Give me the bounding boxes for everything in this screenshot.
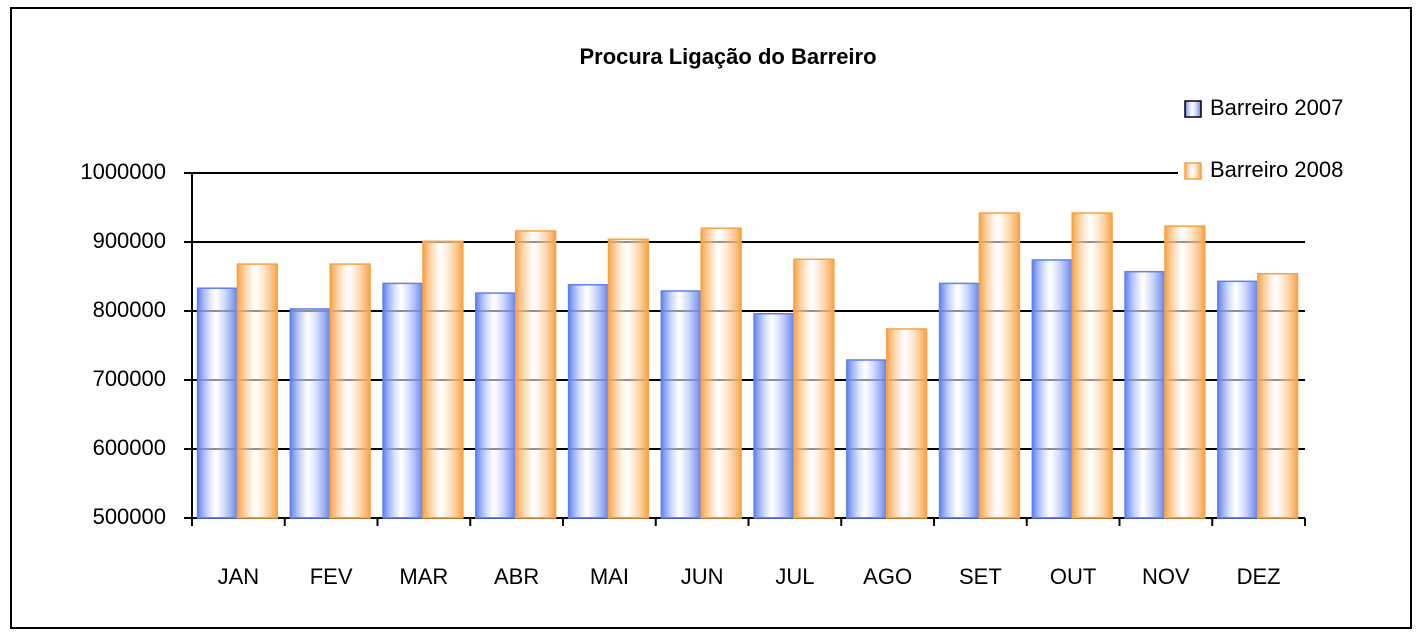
y-tick-label: 800000 [93, 297, 166, 322]
bar [978, 212, 1021, 519]
bar [885, 328, 928, 519]
x-tick-label: FEV [310, 564, 353, 589]
x-tick-label: ABR [494, 564, 539, 589]
bar [700, 227, 742, 519]
legend-swatch [1184, 162, 1202, 180]
x-tick-label: MAI [590, 564, 629, 589]
legend-label: Barreiro 2008 [1210, 157, 1343, 182]
legend-swatch [1184, 100, 1202, 118]
bar [196, 287, 239, 519]
x-tick-label: JUL [775, 564, 814, 589]
y-tick-label: 900000 [93, 228, 166, 253]
bar [607, 238, 650, 519]
x-tick-label: AGO [863, 564, 912, 589]
legend-background [1178, 90, 1406, 195]
bar [1217, 280, 1259, 519]
bar [846, 359, 888, 519]
x-tick-label: SET [959, 564, 1002, 589]
bar [1031, 259, 1073, 519]
x-tick-label: OUT [1050, 564, 1096, 589]
bar [289, 308, 331, 519]
bar [1164, 225, 1206, 519]
chart-title: Procura Ligação do Barreiro [579, 44, 876, 69]
y-tick-label: 1000000 [80, 159, 166, 184]
legend-label: Barreiro 2007 [1210, 95, 1343, 120]
bar [793, 258, 835, 519]
bar [236, 263, 279, 519]
bar [938, 282, 981, 519]
bar [753, 313, 795, 519]
bar [1071, 212, 1113, 519]
bar [422, 240, 464, 519]
x-tick-label: JUN [681, 564, 724, 589]
x-tick-label: MAR [399, 564, 448, 589]
x-tick-label: NOV [1142, 564, 1190, 589]
bar [329, 263, 371, 519]
bar [475, 292, 517, 519]
bar [1256, 272, 1299, 519]
bar [1124, 270, 1166, 519]
bar [567, 284, 610, 519]
bar [660, 290, 702, 519]
y-tick-label: 500000 [93, 504, 166, 529]
bar [382, 282, 424, 519]
x-tick-label: JAN [218, 564, 260, 589]
x-tick-label: DEZ [1237, 564, 1281, 589]
bar [514, 230, 557, 519]
y-tick-label: 700000 [93, 366, 166, 391]
y-tick-label: 600000 [93, 435, 166, 460]
